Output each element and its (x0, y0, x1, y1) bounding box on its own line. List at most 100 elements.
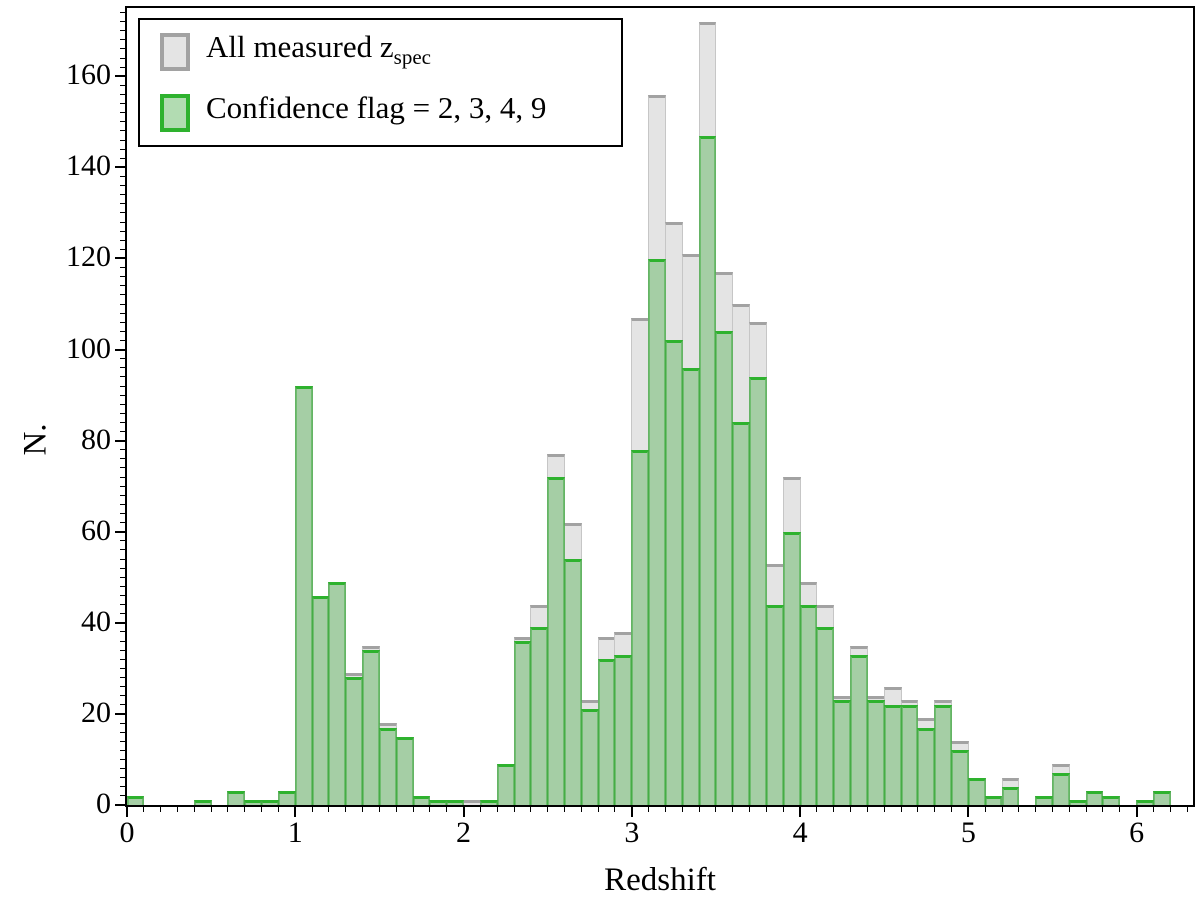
x-minor-tick (698, 807, 700, 812)
histogram-bar-green (1152, 791, 1171, 805)
y-minor-tick (120, 367, 125, 369)
histogram-bar-green (765, 604, 784, 805)
x-minor-tick (362, 807, 364, 812)
y-minor-tick (120, 130, 125, 132)
histogram-bar-green (345, 677, 364, 805)
histogram-bar-gray (951, 741, 969, 805)
x-tick-label: 3 (624, 816, 640, 849)
y-minor-tick (120, 148, 125, 150)
histogram-bar-green (227, 791, 246, 805)
y-tick-label: 140 (66, 149, 111, 183)
y-minor-tick (120, 704, 125, 706)
y-minor-tick (120, 786, 125, 788)
y-minor-tick (120, 686, 125, 688)
y-minor-tick (120, 30, 125, 32)
y-minor-tick (120, 740, 125, 742)
y-major-tick (115, 348, 125, 351)
y-minor-tick (120, 276, 125, 278)
x-minor-tick (446, 807, 448, 812)
histogram-bar-green (244, 800, 263, 805)
y-tick-label: 0 (96, 787, 111, 820)
x-tick-label: 0 (119, 816, 135, 849)
y-minor-tick (120, 312, 125, 314)
y-minor-tick (120, 695, 125, 697)
y-minor-tick (120, 485, 125, 487)
histogram-bar-green (715, 331, 734, 805)
y-minor-tick (120, 576, 125, 578)
histogram-bar-green (1068, 800, 1087, 805)
histogram-bar-green (412, 795, 431, 805)
y-minor-tick (120, 385, 125, 387)
y-minor-tick (120, 112, 125, 114)
x-minor-tick (648, 807, 650, 812)
x-minor-tick (850, 807, 852, 812)
y-minor-tick (120, 330, 125, 332)
y-minor-tick (120, 212, 125, 214)
x-axis-label: Redshift (604, 862, 716, 898)
legend-label-confidence-flag: Confidence flag = 2, 3, 4, 9 (206, 90, 546, 135)
y-minor-tick (120, 203, 125, 205)
x-minor-tick (210, 807, 212, 812)
histogram-bar-green (850, 654, 868, 805)
x-minor-tick (1085, 807, 1087, 812)
legend-label-text: All measured z (206, 29, 394, 65)
x-minor-tick (1152, 807, 1154, 812)
y-tick-label: 80 (81, 422, 111, 456)
histogram-bar-green (311, 595, 330, 805)
y-minor-tick (120, 494, 125, 496)
y-tick-label: 20 (81, 695, 111, 729)
histogram-bar-green (597, 659, 616, 805)
x-minor-tick (530, 807, 532, 812)
y-minor-tick (120, 221, 125, 223)
x-minor-tick (681, 807, 683, 812)
y-minor-tick (120, 777, 125, 779)
x-minor-tick (1186, 807, 1188, 812)
histogram-bar-green (126, 795, 145, 805)
y-minor-tick (120, 667, 125, 669)
y-minor-tick (120, 376, 125, 378)
histogram-bar-green (1051, 773, 1070, 805)
y-minor-tick (120, 230, 125, 232)
y-axis-label: N. (17, 423, 54, 456)
y-major-tick (115, 621, 125, 624)
y-minor-tick (120, 21, 125, 23)
x-minor-tick (564, 807, 565, 812)
histogram-bar-green (547, 477, 565, 805)
x-major-tick (967, 807, 970, 817)
y-minor-tick (120, 676, 125, 678)
histogram-bar-green (530, 627, 549, 805)
y-minor-tick (120, 66, 125, 68)
x-major-tick (1135, 807, 1138, 817)
x-minor-tick (513, 807, 515, 812)
x-minor-tick (1001, 807, 1003, 812)
x-minor-tick (328, 807, 330, 812)
x-major-tick (126, 807, 128, 817)
x-minor-tick (479, 807, 481, 812)
histogram-bar-green (816, 627, 835, 805)
x-minor-tick (900, 807, 902, 812)
x-tick-label: 5 (960, 816, 976, 849)
x-minor-tick (277, 807, 279, 812)
y-major-tick (115, 166, 125, 169)
histogram-bar-green (917, 727, 936, 805)
x-major-tick (462, 807, 465, 817)
x-minor-tick (1102, 807, 1104, 812)
y-minor-tick (120, 795, 125, 797)
y-minor-tick (120, 458, 125, 460)
y-minor-tick (120, 394, 125, 396)
legend: All measured zspec Confidence flag = 2, … (138, 18, 623, 147)
x-minor-tick (412, 807, 414, 812)
histogram-bar-green (446, 800, 465, 805)
histogram-bar-green (1001, 786, 1020, 805)
x-minor-tick (917, 807, 919, 812)
y-major-tick (115, 439, 125, 442)
histogram-bar-green (193, 800, 212, 805)
y-minor-tick (120, 285, 125, 287)
y-minor-tick (120, 749, 125, 751)
y-minor-tick (120, 731, 125, 733)
y-minor-tick (120, 57, 125, 59)
x-minor-tick (176, 807, 178, 812)
x-minor-tick (1035, 807, 1037, 812)
x-minor-tick (1068, 807, 1070, 812)
x-minor-tick (782, 807, 784, 812)
